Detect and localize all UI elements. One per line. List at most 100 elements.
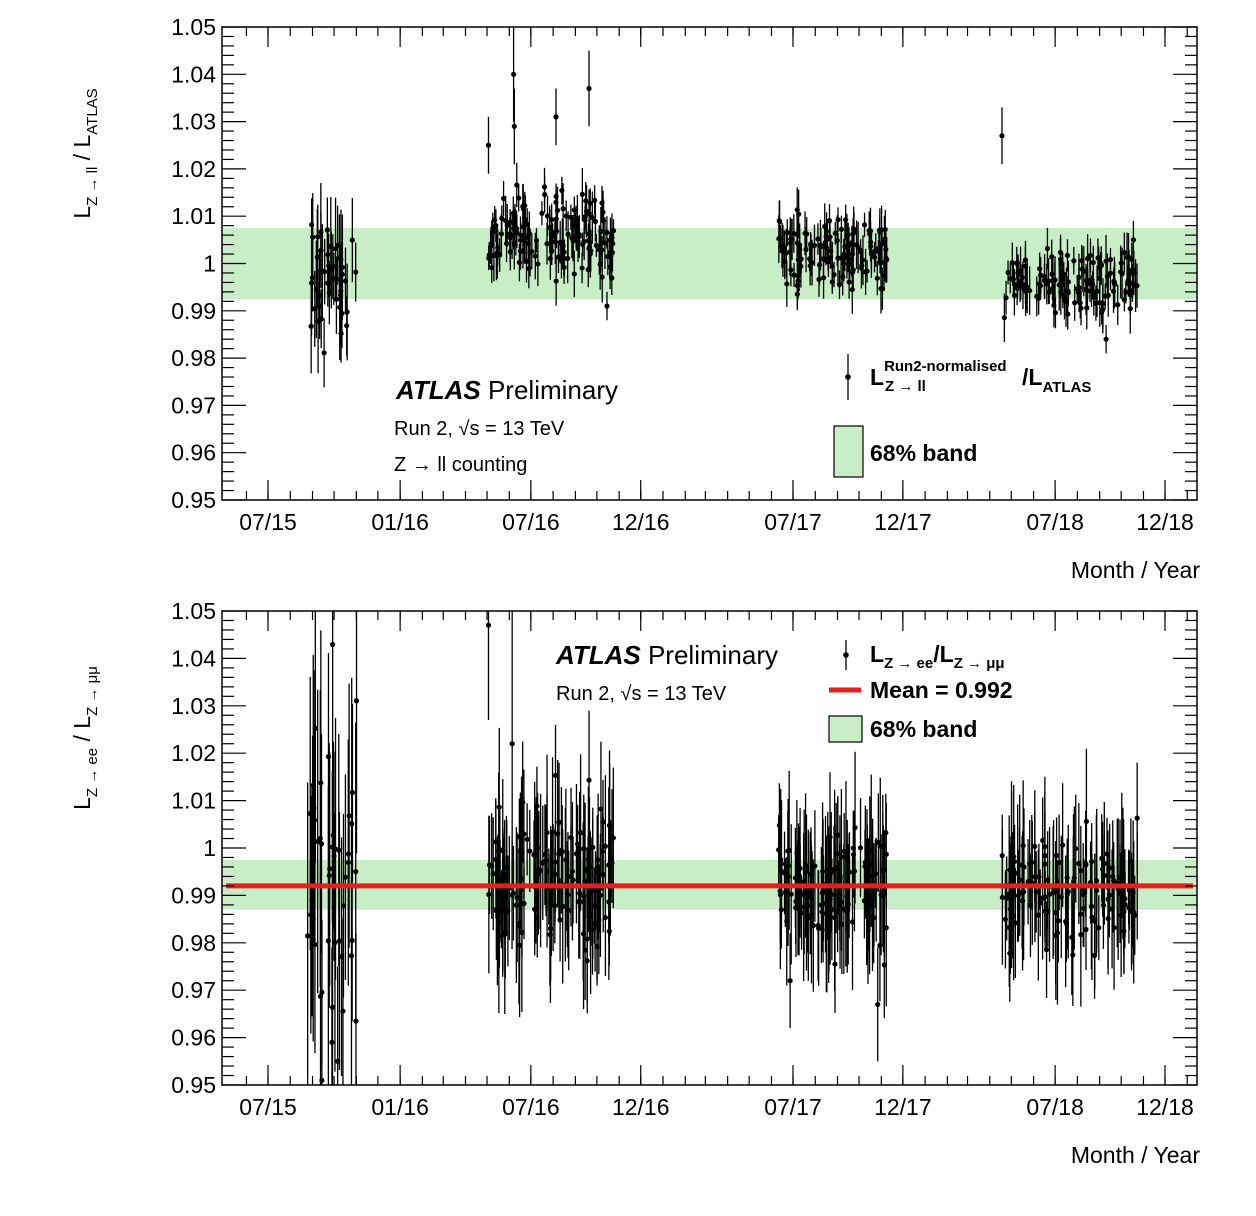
data-point <box>859 262 865 269</box>
data-point <box>1071 258 1077 264</box>
data-point <box>1037 900 1043 906</box>
data-point <box>333 276 340 282</box>
data-point <box>841 848 847 854</box>
data-point <box>318 841 325 847</box>
data-point <box>999 894 1005 901</box>
data-point <box>1005 269 1011 276</box>
data-point <box>1100 301 1106 307</box>
data-point <box>868 251 875 257</box>
data-point <box>831 867 837 873</box>
data-point <box>498 231 504 237</box>
data-point <box>1078 305 1084 311</box>
data-point <box>600 819 606 825</box>
data-point <box>310 782 316 788</box>
data-point <box>586 777 592 783</box>
y-tick-label: 1.03 <box>171 693 216 719</box>
data-point <box>871 254 878 260</box>
data-point <box>881 962 887 968</box>
data-point <box>501 876 508 882</box>
data-point <box>553 278 559 284</box>
data-point <box>1060 842 1066 848</box>
legend-mean-label: Mean = 0.992 <box>870 677 1013 703</box>
data-point <box>315 234 321 240</box>
data-point <box>332 246 339 252</box>
x-tick-label: 12/17 <box>874 509 932 535</box>
data-point <box>1049 254 1055 260</box>
data-point <box>336 938 343 944</box>
x-tick-label: 07/16 <box>502 509 560 535</box>
data-point <box>1128 292 1134 298</box>
data-point <box>579 241 586 247</box>
data-point <box>878 285 884 292</box>
data-point <box>1037 266 1043 272</box>
data-point <box>552 859 559 865</box>
y-tick-label: 1.01 <box>171 788 216 814</box>
data-point <box>1119 271 1125 277</box>
data-point <box>999 133 1005 139</box>
data-point <box>1089 914 1095 920</box>
data-point <box>315 838 321 845</box>
data-point <box>808 243 814 250</box>
data-point <box>563 857 569 863</box>
data-point <box>1039 895 1046 901</box>
y-tick-label: 1.05 <box>171 598 216 624</box>
data-point <box>803 246 809 253</box>
data-point <box>1107 256 1114 263</box>
data-point <box>486 891 492 898</box>
data-point <box>1060 274 1066 280</box>
data-point <box>592 197 598 203</box>
data-point <box>827 234 833 240</box>
data-point <box>776 236 782 242</box>
data-point <box>540 860 546 866</box>
y-tick-label: 1.02 <box>171 156 216 182</box>
data-point <box>585 856 591 862</box>
data-point <box>589 214 595 221</box>
data-point <box>312 725 318 731</box>
data-point <box>846 279 852 285</box>
data-point <box>503 218 509 224</box>
data-point <box>798 256 804 262</box>
data-point <box>349 237 355 243</box>
data-point <box>553 114 559 120</box>
legend-band-label: 68% band <box>870 440 977 466</box>
data-point <box>1041 277 1048 284</box>
data-point <box>1126 905 1132 911</box>
data-point <box>875 1001 881 1008</box>
data-point <box>1107 865 1113 871</box>
data-point <box>840 274 846 280</box>
data-point <box>591 902 598 909</box>
data-point <box>507 219 513 225</box>
data-point <box>604 229 610 236</box>
data-point <box>490 871 496 877</box>
data-point <box>1070 952 1076 958</box>
data-point <box>1044 245 1051 252</box>
x-tick-label: 07/16 <box>502 1094 560 1120</box>
y-tick-label: 0.98 <box>171 930 216 956</box>
data-point <box>553 216 559 222</box>
x-tick-label: 01/16 <box>371 1094 429 1120</box>
y-tick-label: 0.99 <box>171 298 216 324</box>
data-point <box>513 902 519 908</box>
data-point <box>845 232 851 238</box>
y-tick-label: 0.95 <box>171 487 216 513</box>
data-point <box>791 272 797 278</box>
atlas-label: ATLAS Preliminary <box>395 375 618 405</box>
data-point <box>489 265 495 271</box>
data-point <box>1071 875 1077 881</box>
data-point <box>1103 258 1109 264</box>
data-point <box>1131 270 1137 276</box>
data-point <box>568 214 574 220</box>
data-point <box>782 890 788 896</box>
data-point <box>544 241 550 247</box>
data-point <box>578 830 584 836</box>
data-point <box>606 928 612 934</box>
data-point <box>509 741 515 747</box>
data-point <box>602 843 608 849</box>
data-point <box>1020 842 1026 849</box>
data-point <box>1099 855 1105 862</box>
y-tick-label: 0.95 <box>171 1072 216 1098</box>
legend-points-label: LRun2-normalised Z → ll/LATLAS <box>870 358 1091 396</box>
data-point <box>883 851 889 857</box>
data-point <box>584 936 590 942</box>
data-point <box>598 806 604 812</box>
